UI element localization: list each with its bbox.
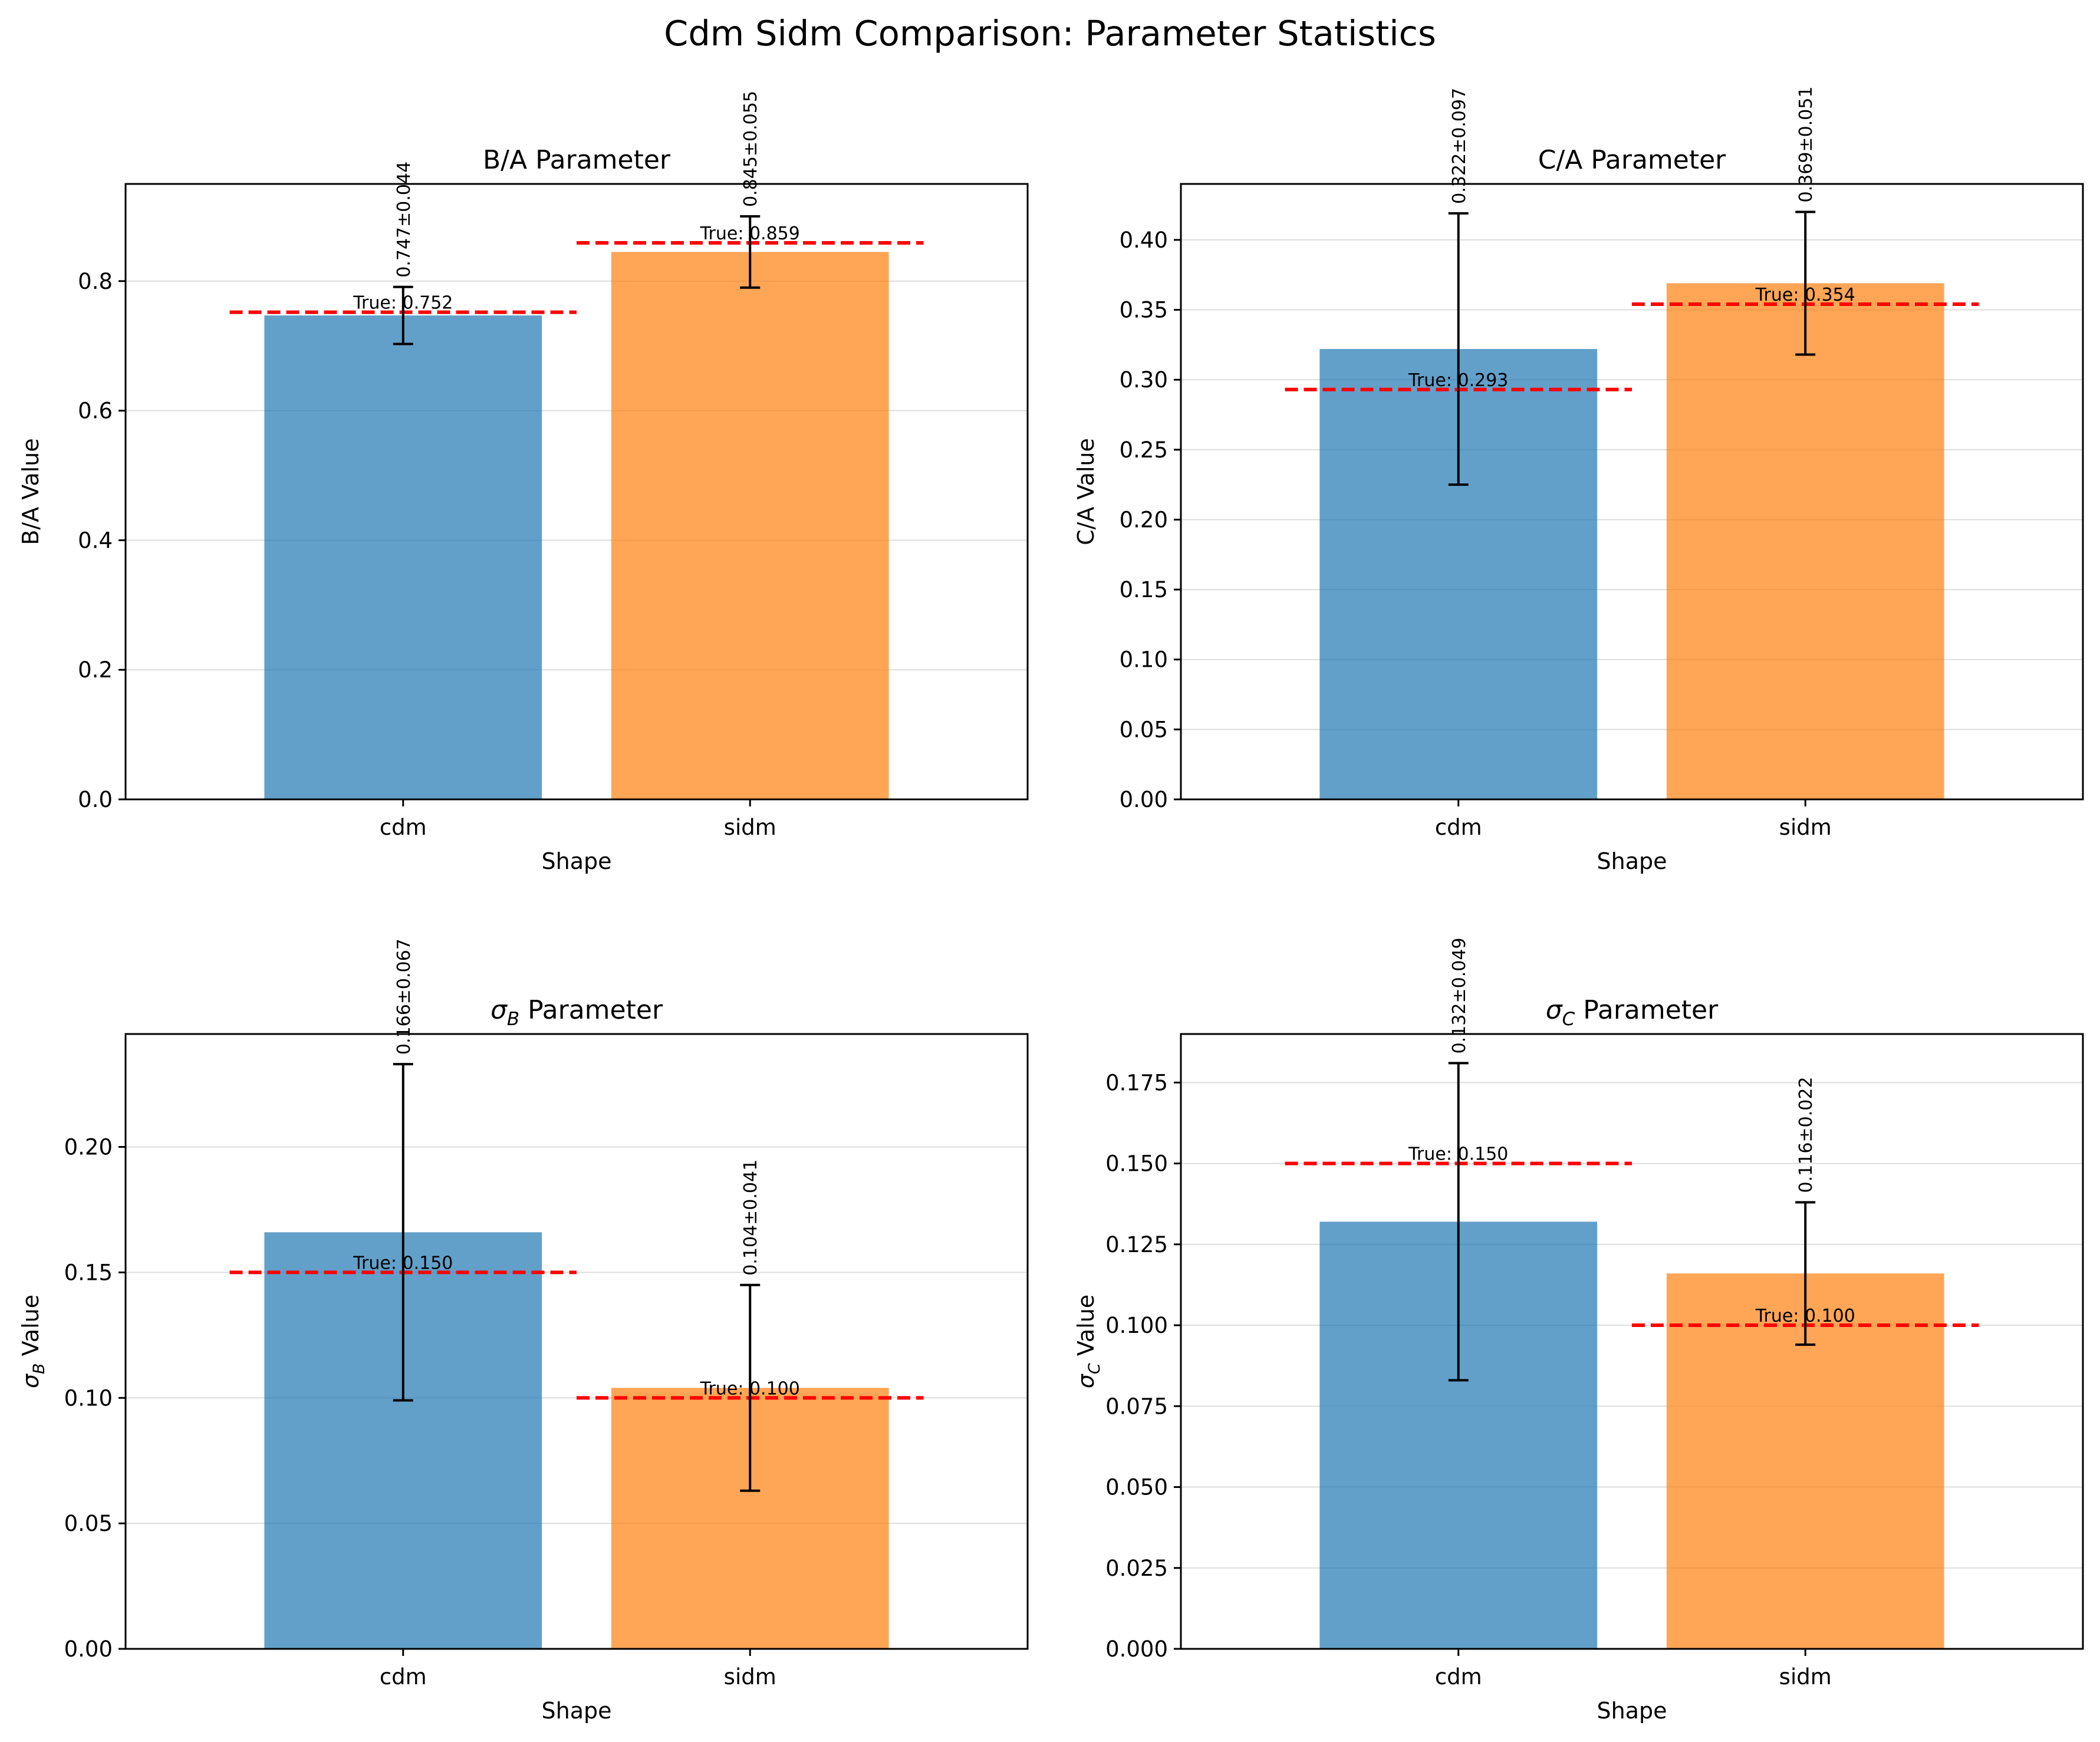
y-tick-label: 0.050 (1105, 1475, 1168, 1500)
value-error-label: 0.369±0.051 (1796, 87, 1816, 203)
y-tick-label: 0.2 (78, 657, 113, 683)
x-tick-label: sidm (1779, 1664, 1832, 1690)
value-error-label: 0.845±0.055 (740, 91, 761, 207)
y-tick-label: 0.05 (64, 1511, 113, 1536)
y-tick-label: 0.00 (1120, 787, 1168, 812)
y-tick-label: 0.4 (78, 528, 113, 553)
subplot-1: True: 0.752 True: 0.859 0.747±0.044 0.845±0… (18, 91, 1029, 874)
true-value-label: True: 0.150 (353, 1253, 453, 1273)
x-tick-label: cdm (1435, 1664, 1482, 1690)
y-tick-label: 0.15 (1120, 577, 1168, 602)
true-value-label: True: 0.859 (700, 223, 800, 244)
true-value-label: True: 0.752 (353, 293, 453, 314)
y-tick-label: 0.125 (1105, 1232, 1168, 1257)
y-tick-label: 0.8 (78, 269, 113, 294)
y-tick-label: 0.40 (1120, 228, 1168, 253)
subplot-2: True: 0.293 True: 0.354 0.322±0.097 0.369±0… (1073, 87, 2084, 874)
y-tick-label: 0.0 (78, 787, 113, 812)
title-symbol: σ (1546, 995, 1563, 1025)
title-subscript: B (507, 1009, 519, 1030)
x-axis-label: Shape (1597, 848, 1667, 874)
y-tick-label: 0.15 (64, 1260, 113, 1285)
value-error-label: 0.116±0.022 (1796, 1077, 1816, 1193)
true-value-label: True: 0.150 (1408, 1144, 1508, 1165)
subplots: True: 0.752 True: 0.859 0.747±0.044 0.845±0… (18, 87, 2084, 1724)
suptitle: Cdm Sidm Comparison: Parameter Statistic… (664, 13, 1436, 54)
bar-cdm (264, 315, 542, 799)
title-rest: Parameter (519, 995, 663, 1025)
subplot-4: True: 0.150 True: 0.100 0.132±0.049 0.116±0… (1073, 937, 2084, 1724)
subplot-title: C/A Parameter (1538, 145, 1726, 175)
subplot-3: True: 0.150 True: 0.100 0.166±0.067 0.104±0… (18, 938, 1029, 1724)
x-tick-label: cdm (380, 1664, 427, 1690)
y-tick-label: 0.30 (1120, 367, 1168, 393)
y-label-symbol: σ (18, 1373, 44, 1388)
x-tick-label: sidm (1779, 815, 1832, 840)
y-tick-label: 0.35 (1120, 298, 1168, 323)
y-tick-label: 0.10 (64, 1385, 113, 1411)
y-label-symbol: σ (1073, 1373, 1099, 1388)
bar-sidm (611, 252, 889, 799)
y-axis-label: σB Value (18, 1295, 48, 1388)
x-tick-label: cdm (1435, 815, 1482, 840)
true-value-label: True: 0.100 (700, 1378, 800, 1399)
bar-sidm (1666, 283, 1944, 799)
true-value-label: True: 0.100 (1755, 1306, 1855, 1326)
x-axis-label: Shape (542, 848, 612, 874)
title-rest: Parameter (1575, 995, 1719, 1025)
y-tick-label: 0.175 (1105, 1070, 1168, 1095)
subplot-title: B/A Parameter (483, 145, 671, 175)
y-tick-label: 0.00 (64, 1636, 113, 1662)
y-axis-label: σC Value (1073, 1295, 1104, 1388)
y-tick-label: 0.25 (1120, 437, 1168, 463)
y-tick-label: 0.20 (64, 1135, 113, 1160)
x-tick-label: sidm (724, 1664, 776, 1690)
axes-frame (1180, 183, 2084, 801)
y-tick-label: 0.6 (78, 399, 113, 424)
title-symbol: σ (491, 995, 508, 1025)
value-error-label: 0.104±0.041 (740, 1160, 761, 1276)
y-tick-label: 0.025 (1105, 1556, 1168, 1581)
value-error-label: 0.322±0.097 (1449, 88, 1470, 204)
y-label-subscript: B (30, 1363, 48, 1374)
subplot-title: σC Parameter (1546, 995, 1719, 1030)
y-axis-label: C/A Value (1073, 438, 1099, 545)
axes-frame (124, 1033, 1029, 1650)
y-tick-label: 0.05 (1120, 717, 1168, 742)
title-subscript: C (1562, 1009, 1575, 1030)
y-tick-label: 0.100 (1105, 1313, 1168, 1338)
y-tick-label: 0.150 (1105, 1151, 1168, 1177)
x-tick-label: cdm (380, 815, 427, 840)
true-value-label: True: 0.293 (1408, 370, 1508, 391)
y-tick-label: 0.20 (1120, 507, 1168, 532)
value-error-label: 0.747±0.044 (394, 162, 414, 278)
y-label-subscript: C (1085, 1363, 1104, 1374)
axes-frame (124, 183, 1029, 801)
axes-frame (1180, 1033, 2084, 1650)
y-tick-label: 0.075 (1105, 1394, 1168, 1419)
y-tick-label: 0.000 (1105, 1636, 1168, 1662)
y-tick-label: 0.10 (1120, 647, 1168, 673)
true-value-label: True: 0.354 (1755, 285, 1855, 305)
subplot-title: σB Parameter (491, 995, 663, 1030)
y-label-rest: Value (18, 1295, 44, 1363)
value-error-label: 0.166±0.067 (394, 938, 414, 1055)
y-label-rest: Value (1073, 1295, 1099, 1363)
x-axis-label: Shape (1597, 1698, 1667, 1724)
x-tick-label: sidm (724, 815, 776, 840)
y-axis-label: B/A Value (18, 438, 44, 545)
value-error-label: 0.132±0.049 (1449, 937, 1470, 1053)
x-axis-label: Shape (542, 1698, 612, 1724)
